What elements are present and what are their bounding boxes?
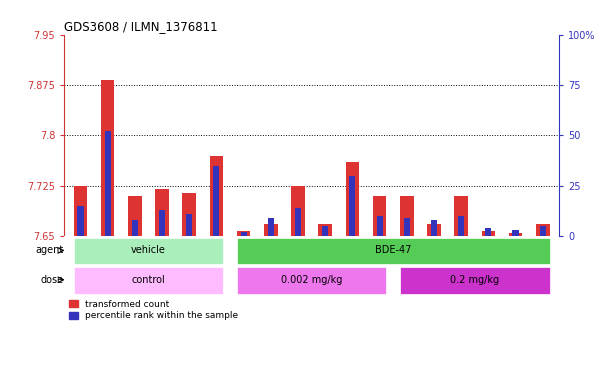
Bar	[455, 196, 468, 237]
Bar	[132, 220, 138, 237]
Bar	[404, 218, 410, 237]
Text: control: control	[131, 275, 166, 285]
Bar	[101, 80, 114, 237]
Bar	[349, 176, 356, 237]
Bar	[373, 196, 386, 237]
Bar	[485, 228, 491, 237]
Bar	[74, 267, 223, 293]
Bar	[400, 267, 549, 293]
Bar	[213, 166, 219, 237]
Bar	[237, 267, 386, 293]
Bar	[237, 231, 251, 237]
Bar	[458, 216, 464, 237]
Bar	[400, 196, 414, 237]
Text: 0.2 mg/kg: 0.2 mg/kg	[450, 275, 499, 285]
Bar	[536, 224, 549, 237]
Bar	[186, 214, 192, 237]
Bar	[159, 210, 165, 237]
Bar	[128, 196, 142, 237]
Bar	[513, 230, 519, 237]
Bar	[241, 232, 247, 237]
Bar	[237, 238, 549, 264]
Legend: transformed count, percentile rank within the sample: transformed count, percentile rank withi…	[68, 300, 238, 320]
Bar	[427, 224, 441, 237]
Bar	[78, 206, 84, 237]
Bar	[481, 231, 495, 237]
Text: 0.002 mg/kg: 0.002 mg/kg	[281, 275, 342, 285]
Bar	[264, 224, 277, 237]
Text: BDE-47: BDE-47	[375, 245, 411, 255]
Bar	[183, 193, 196, 237]
Bar	[210, 156, 223, 237]
Bar	[509, 233, 522, 237]
Bar	[104, 131, 111, 237]
Bar	[268, 218, 274, 237]
Bar	[74, 186, 87, 237]
Bar	[376, 216, 382, 237]
Bar	[291, 186, 305, 237]
Text: vehicle: vehicle	[131, 245, 166, 255]
Bar	[322, 226, 328, 237]
Bar	[74, 238, 223, 264]
Bar	[540, 226, 546, 237]
Text: agent: agent	[35, 245, 64, 255]
Bar	[155, 189, 169, 237]
Bar	[431, 220, 437, 237]
Text: dose: dose	[40, 275, 64, 285]
Bar	[346, 162, 359, 237]
Bar	[295, 208, 301, 237]
Text: GDS3608 / ILMN_1376811: GDS3608 / ILMN_1376811	[64, 20, 218, 33]
Bar	[318, 224, 332, 237]
